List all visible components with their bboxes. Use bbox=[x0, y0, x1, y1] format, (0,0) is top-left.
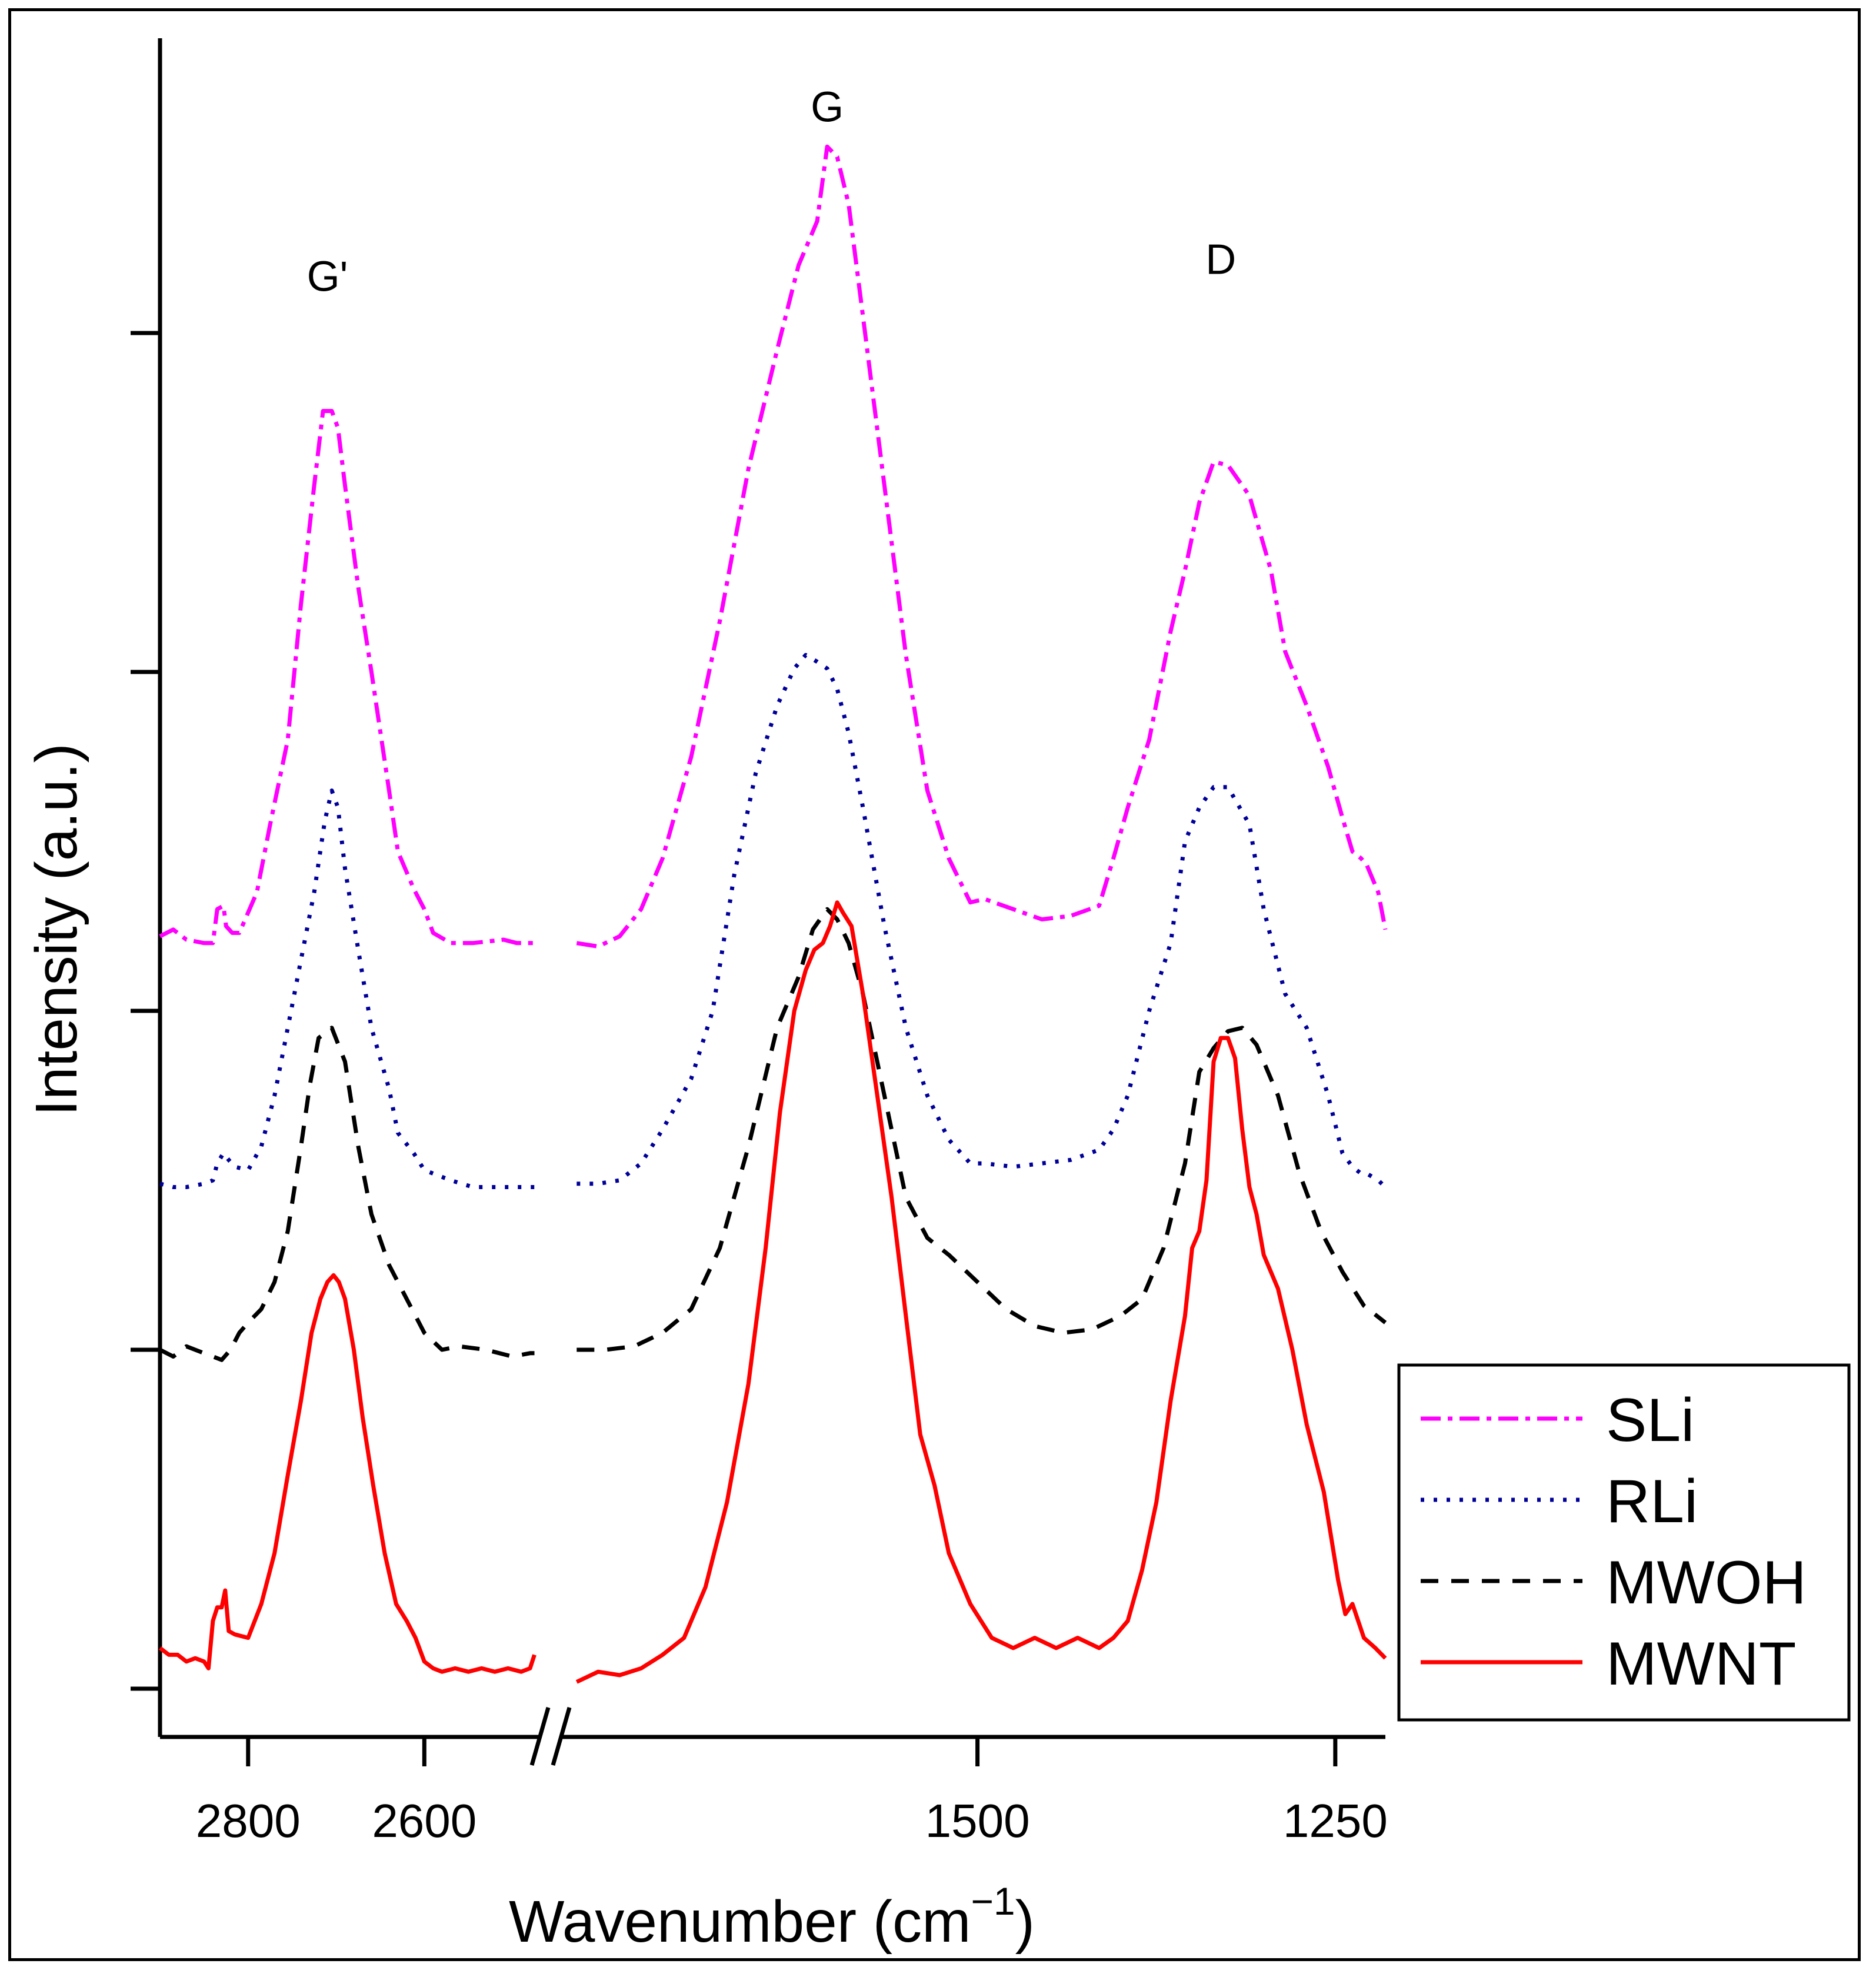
MWNT-curve-a bbox=[158, 1273, 537, 1674]
MWOH-curve-b bbox=[577, 907, 1387, 1352]
y-axis-label: Intensity (a.u.) bbox=[24, 743, 89, 1116]
legend-label-mwoh: MWOH bbox=[1606, 1549, 1807, 1617]
annotation-g: G bbox=[811, 84, 844, 131]
x-axis-label-main: Wavenumber (cm bbox=[509, 1889, 971, 1955]
x-axis-label: Wavenumber (cm−1) bbox=[509, 1879, 1035, 1955]
MWOH-curve-a bbox=[159, 1026, 535, 1362]
x-axis-label-close: ) bbox=[1015, 1889, 1035, 1955]
x-axis-label-superscript: −1 bbox=[971, 1879, 1015, 1923]
spectra-curves bbox=[158, 144, 1388, 1684]
x-ticks: 2800 2600 1500 1250 bbox=[196, 1737, 1388, 1847]
axis-break-mark bbox=[529, 1707, 572, 1766]
x-tick-label: 2800 bbox=[196, 1795, 301, 1847]
RLi-curve-b bbox=[577, 653, 1387, 1189]
annotation-g-prime: G' bbox=[307, 253, 348, 300]
legend-label-sli: SLi bbox=[1606, 1386, 1694, 1455]
x-tick-label: 1250 bbox=[1283, 1795, 1388, 1847]
SLi-curve-b bbox=[576, 144, 1388, 949]
RLi-curve-a bbox=[159, 788, 535, 1189]
SLi-curve-a bbox=[159, 409, 535, 946]
x-tick-label: 2600 bbox=[372, 1795, 477, 1847]
legend-label-rli: RLi bbox=[1606, 1467, 1698, 1536]
annotation-d: D bbox=[1205, 237, 1236, 284]
legend-label-mwnt: MWNT bbox=[1606, 1630, 1796, 1698]
x-tick-label: 1500 bbox=[925, 1795, 1030, 1847]
MWNT-curve-b bbox=[575, 900, 1387, 1684]
y-ticks bbox=[131, 331, 160, 1691]
legend: SLi RLi MWOH MWNT bbox=[1397, 1363, 1851, 1722]
